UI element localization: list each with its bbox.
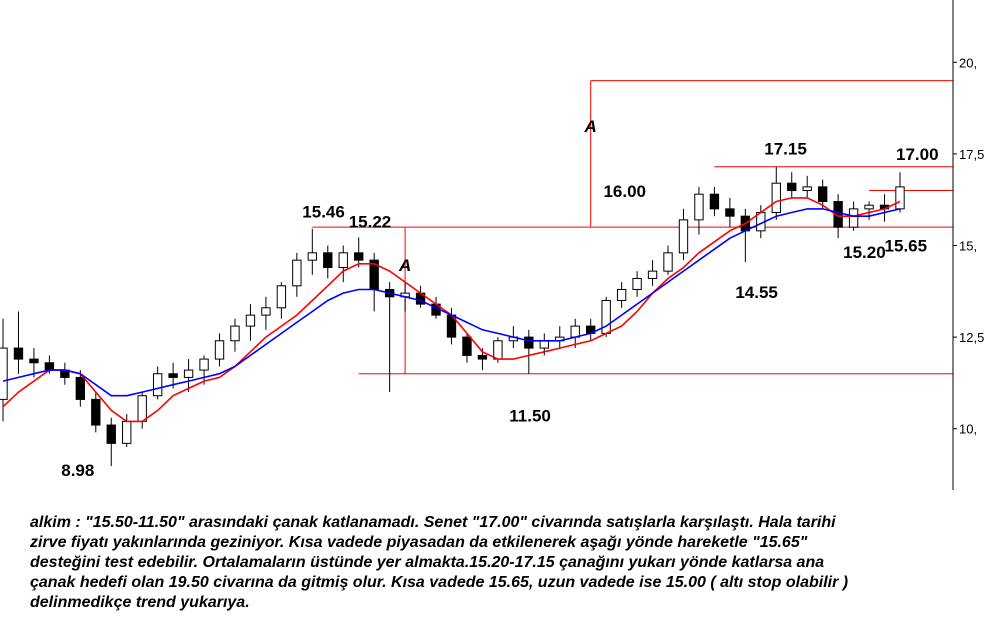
candle-body	[663, 252, 673, 272]
candle-body	[678, 219, 689, 254]
candle-body	[307, 252, 317, 261]
candle-body	[833, 201, 843, 228]
candle-body	[524, 336, 534, 349]
price-annotation: 16.00	[603, 182, 646, 201]
price-annotation: 15.65	[885, 237, 928, 256]
candle-body	[694, 193, 704, 221]
candle-body	[632, 277, 642, 290]
axis-tick-label: 12,5	[959, 330, 984, 345]
axis-tick-label: 15,	[959, 239, 977, 254]
candle-body	[152, 373, 163, 397]
candle-body	[616, 288, 627, 301]
price-annotation: 15.46	[302, 203, 345, 222]
candle-body	[771, 182, 781, 214]
price-annotation: 8.98	[61, 461, 94, 480]
candle-body	[230, 325, 240, 342]
candle-body	[292, 259, 302, 287]
candle-body	[709, 193, 720, 210]
candle-body	[0, 347, 8, 400]
commentary-text: alkim : "15.50-11.50" arasındaki çanak k…	[30, 514, 849, 611]
candle-body	[725, 208, 735, 217]
candle-body	[601, 299, 611, 334]
candle-body	[214, 340, 225, 360]
candle-body	[13, 347, 24, 360]
candle-body	[895, 186, 905, 210]
candle-body	[245, 314, 256, 327]
candle-body	[817, 186, 828, 203]
candle-body	[183, 369, 194, 378]
candle-body	[802, 186, 812, 192]
price-annotation: A	[584, 117, 597, 136]
price-annotation: 17.00	[896, 145, 939, 164]
candle-body	[323, 252, 333, 268]
candle-body	[570, 325, 580, 338]
axis-tick-label: 17,5	[959, 147, 984, 162]
candle-body	[137, 395, 147, 422]
candle-body	[354, 252, 364, 261]
candle-body	[647, 270, 658, 279]
candle-body	[75, 376, 86, 400]
price-annotation: 11.50	[509, 407, 551, 426]
price-annotation: A	[398, 256, 411, 275]
candle-body	[91, 398, 101, 426]
axis-tick-label: 10,	[959, 422, 977, 437]
candle-body	[864, 204, 874, 210]
candle-body	[477, 354, 488, 360]
candle-body	[106, 424, 116, 444]
moving-averages	[2, 197, 901, 423]
axis-tick-label: 20,	[959, 55, 977, 70]
candle-body	[199, 358, 209, 371]
candle-body	[168, 373, 178, 378]
candle-body	[122, 420, 132, 444]
candle-body	[848, 208, 859, 228]
candle-body	[276, 285, 287, 309]
price-annotation: 15.20	[843, 243, 886, 262]
price-axis-ticks: 10, 12,5 15, 17,5 20,	[953, 55, 984, 437]
candle-body	[539, 340, 549, 349]
moving-average-line	[2, 208, 901, 397]
candle-body	[338, 252, 348, 268]
candle-body	[493, 340, 503, 360]
candle-body	[29, 358, 39, 364]
price-annotation: 15.22	[349, 212, 392, 231]
price-annotation: 14.55	[735, 283, 778, 302]
price-annotation: 17.15	[764, 140, 807, 159]
candle-body	[261, 307, 271, 316]
candle-body	[462, 336, 472, 356]
candle-body	[44, 362, 55, 371]
candle-body	[787, 182, 797, 192]
